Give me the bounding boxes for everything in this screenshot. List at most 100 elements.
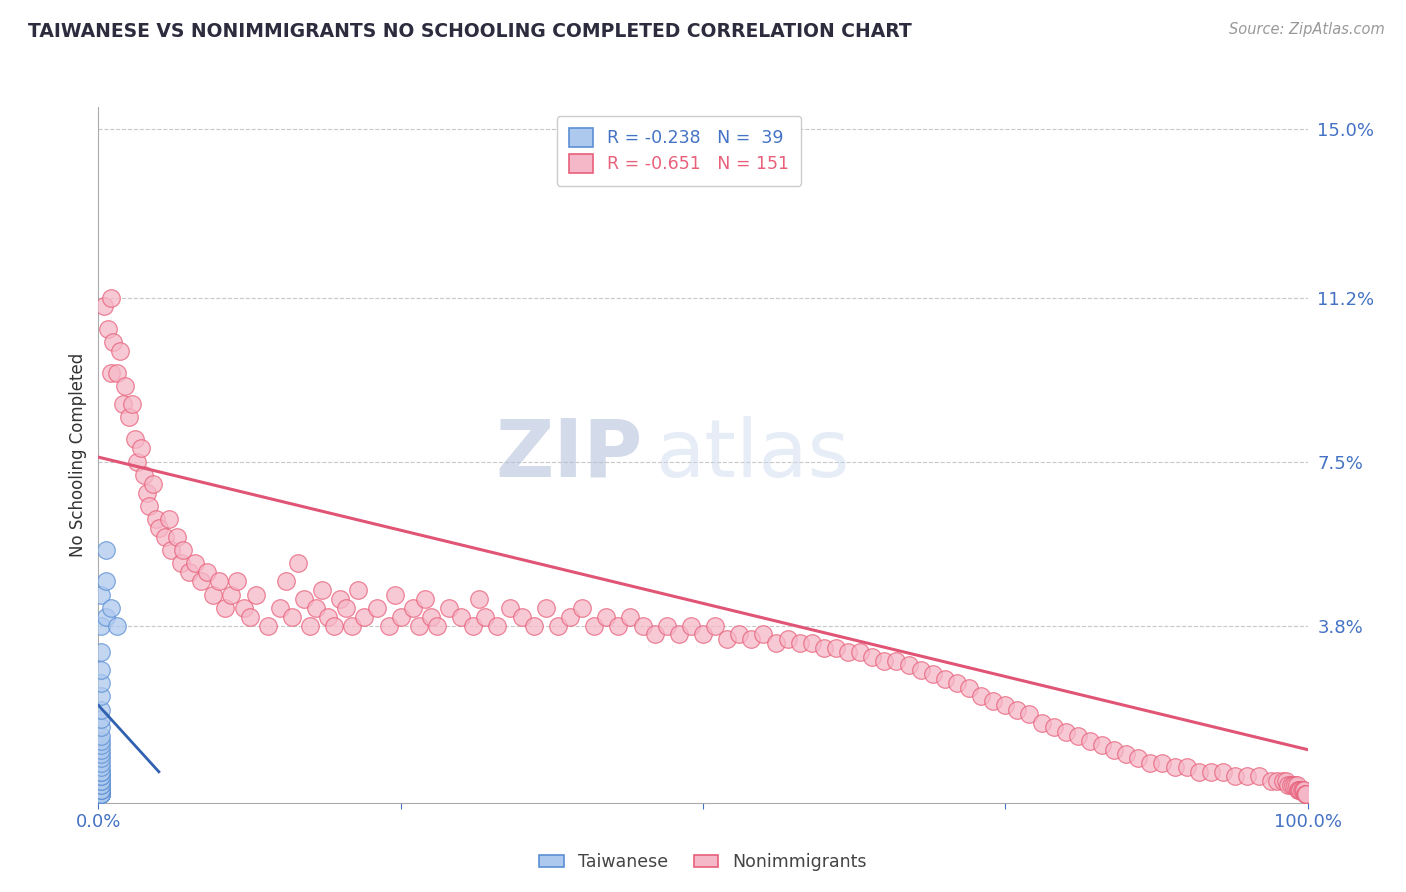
Point [90, 773, 112, 788]
Point [90, 787, 112, 801]
Point [1091, 738, 1114, 752]
Point [789, 636, 811, 650]
Point [571, 600, 593, 615]
Point [910, 663, 932, 677]
Point [402, 600, 425, 615]
Point [981, 694, 1004, 708]
Point [765, 636, 787, 650]
Point [90, 778, 112, 792]
Point [90, 764, 112, 779]
Point [94, 543, 117, 558]
Point [127, 454, 149, 468]
Point [93, 300, 115, 314]
Point [716, 632, 738, 646]
Point [934, 672, 956, 686]
Point [90, 703, 112, 717]
Point [437, 600, 460, 615]
Point [583, 618, 606, 632]
Point [1115, 747, 1137, 761]
Point [90, 618, 112, 632]
Point [468, 591, 491, 606]
Point [208, 574, 231, 589]
Point [157, 512, 180, 526]
Point [619, 609, 641, 624]
Point [1291, 782, 1313, 797]
Point [1292, 782, 1315, 797]
Point [631, 618, 654, 632]
Point [1292, 782, 1315, 797]
Text: Source: ZipAtlas.com: Source: ZipAtlas.com [1229, 22, 1385, 37]
Point [921, 667, 943, 681]
Point [994, 698, 1017, 713]
Point [498, 600, 520, 615]
Point [90, 769, 112, 783]
Point [148, 521, 170, 535]
Point [177, 566, 201, 580]
Point [837, 645, 859, 659]
Point [90, 787, 112, 801]
Text: TAIWANESE VS NONIMMIGRANTS NO SCHOOLING COMPLETED CORRELATION CHART: TAIWANESE VS NONIMMIGRANTS NO SCHOOLING … [28, 22, 912, 41]
Point [90, 676, 112, 690]
Point [184, 557, 207, 571]
Point [245, 587, 267, 601]
Point [728, 627, 751, 641]
Point [90, 764, 112, 779]
Point [679, 618, 702, 632]
Point [298, 618, 321, 632]
Point [510, 609, 533, 624]
Point [239, 609, 262, 624]
Point [160, 543, 183, 558]
Point [1282, 778, 1305, 792]
Point [1212, 764, 1234, 779]
Point [134, 467, 156, 482]
Point [1289, 782, 1312, 797]
Point [547, 618, 569, 632]
Point [1018, 707, 1040, 722]
Point [1128, 751, 1150, 765]
Point [1007, 703, 1029, 717]
Point [1285, 778, 1308, 792]
Point [287, 557, 309, 571]
Point [800, 636, 823, 650]
Point [323, 618, 346, 632]
Point [97, 321, 120, 335]
Point [1249, 769, 1271, 783]
Point [813, 640, 835, 655]
Point [121, 397, 143, 411]
Point [957, 681, 980, 695]
Point [94, 609, 117, 624]
Point [90, 787, 112, 801]
Point [1236, 769, 1258, 783]
Point [1279, 778, 1302, 792]
Point [873, 654, 896, 668]
Legend: Taiwanese, Nonimmigrants: Taiwanese, Nonimmigrants [533, 846, 873, 878]
Point [90, 787, 112, 801]
Point [1102, 742, 1125, 756]
Point [111, 397, 134, 411]
Point [1265, 773, 1288, 788]
Point [353, 609, 375, 624]
Point [100, 366, 122, 380]
Point [100, 600, 122, 615]
Point [849, 645, 872, 659]
Point [668, 627, 690, 641]
Point [1284, 778, 1306, 792]
Point [108, 343, 131, 358]
Point [172, 543, 194, 558]
Point [221, 587, 243, 601]
Point [335, 600, 357, 615]
Point [90, 782, 112, 797]
Point [1199, 764, 1222, 779]
Point [138, 499, 160, 513]
Point [94, 574, 117, 589]
Point [90, 760, 112, 774]
Point [704, 618, 727, 632]
Point [886, 654, 908, 668]
Point [595, 609, 617, 624]
Point [420, 609, 443, 624]
Point [90, 721, 112, 735]
Point [1152, 756, 1174, 770]
Point [1288, 782, 1310, 797]
Point [413, 591, 436, 606]
Point [90, 778, 112, 792]
